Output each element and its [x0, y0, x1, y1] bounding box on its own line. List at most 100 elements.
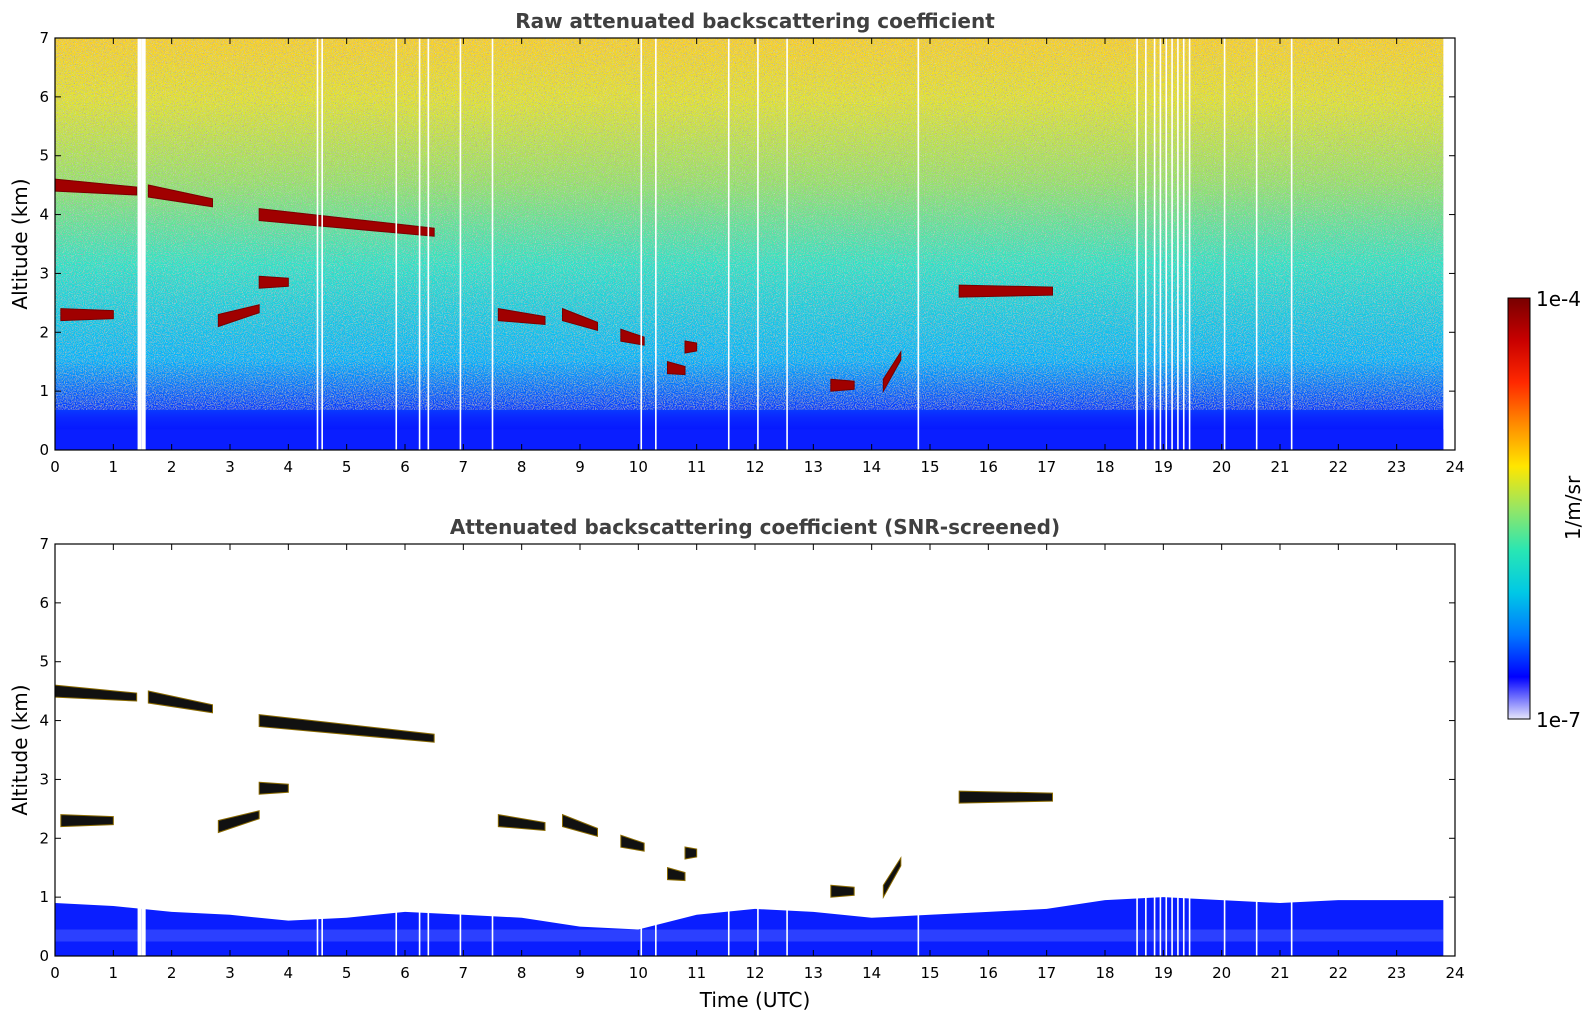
- x-tick-label: 23: [1387, 458, 1406, 476]
- screened-cloud-layer: [258, 714, 435, 743]
- x-tick-label: 18: [1095, 964, 1114, 982]
- x-tick-label: 4: [284, 964, 294, 982]
- x-tick-label: 13: [804, 458, 823, 476]
- x-tick-label: 12: [745, 458, 764, 476]
- x-tick-label: 24: [1445, 458, 1464, 476]
- data-gap-column: [427, 38, 430, 450]
- raw-backscatter-panel: Raw attenuated backscattering coefficien…: [8, 9, 1465, 476]
- data-gap-column: [727, 38, 730, 450]
- x-tick-label: 0: [50, 458, 60, 476]
- x-tick-label: 5: [342, 458, 352, 476]
- data-gap-column: [427, 891, 430, 956]
- data-gap-column: [1290, 891, 1293, 956]
- x-tick-label: 22: [1329, 964, 1348, 982]
- bottom-y-ticks: 0 1 2 3 4 5 6 7: [39, 535, 1455, 965]
- y-tick-label: 4: [39, 712, 49, 730]
- data-gap-column: [137, 891, 142, 956]
- x-tick-label: 7: [459, 964, 469, 982]
- data-gap-column: [1255, 38, 1258, 450]
- data-gap-column: [1159, 38, 1162, 450]
- y-tick-label: 5: [39, 653, 49, 671]
- data-gap-column: [491, 891, 494, 956]
- y-tick-label: 3: [39, 264, 49, 282]
- x-tick-label: 0: [50, 964, 60, 982]
- y-tick-label: 7: [39, 535, 49, 553]
- data-gap-column: [491, 38, 494, 450]
- x-tick-label: 21: [1270, 964, 1289, 982]
- data-gap-column: [321, 38, 323, 450]
- data-gap-column: [757, 891, 759, 956]
- data-gap-column: [1177, 891, 1179, 956]
- colorbar-unit-label: 1/m/sr: [1561, 475, 1585, 540]
- x-tick-label: 6: [400, 458, 410, 476]
- x-tick-label: 16: [979, 458, 998, 476]
- x-tick-label: 19: [1154, 458, 1173, 476]
- cloud-layer: [667, 360, 686, 376]
- cloud-layer: [55, 178, 138, 196]
- cloud-layer: [684, 340, 698, 354]
- data-gap-column: [1171, 38, 1173, 450]
- data-gap-column: [395, 38, 398, 450]
- data-gap-column: [1255, 891, 1258, 956]
- boundary-layer-shading: [55, 929, 1444, 942]
- x-tick-label: 5: [342, 964, 352, 982]
- x-tick-label: 22: [1329, 458, 1348, 476]
- x-axis-label: Time (UTC): [699, 988, 811, 1012]
- y-tick-label: 5: [39, 147, 49, 165]
- cloud-layer: [562, 307, 598, 332]
- boundary-layer-area: [55, 897, 1444, 956]
- top-panel-title: Raw attenuated backscattering coefficien…: [515, 9, 995, 33]
- cloud-layer: [147, 184, 213, 208]
- data-gap-column: [1177, 38, 1179, 450]
- y-tick-label: 1: [39, 382, 49, 400]
- data-gap-column: [1223, 891, 1226, 956]
- x-tick-label: 3: [225, 458, 235, 476]
- data-gap-column: [640, 891, 643, 956]
- colorbar-gradient: [1507, 297, 1531, 720]
- cloud-layer: [217, 304, 260, 328]
- top-x-ticks: 0 1 2 3 4 5 6 7 8 9 10 11 12 13 14 15 16 17 18 19 20 21 22 23 24: [50, 38, 1465, 476]
- screened-cloud-layer: [217, 810, 260, 834]
- data-gap-column: [395, 891, 398, 956]
- surface-band: [55, 429, 1444, 450]
- data-gap-column: [1188, 891, 1191, 956]
- bottom-y-axis-label: Altitude (km): [8, 684, 32, 815]
- y-tick-label: 6: [39, 594, 49, 612]
- data-gap-column: [1153, 38, 1156, 450]
- data-gap-column: [1136, 891, 1138, 956]
- screened-cloud-layer: [60, 814, 114, 828]
- cloud-layer: [882, 350, 902, 394]
- y-tick-label: 1: [39, 888, 49, 906]
- colorbar-min-label: 1e-7: [1536, 708, 1581, 732]
- data-gap-column: [321, 891, 323, 956]
- top-heatmap: [55, 38, 1444, 450]
- data-gap-column: [917, 891, 920, 956]
- x-tick-label: 10: [629, 458, 648, 476]
- screened-cloud-layer: [667, 866, 686, 882]
- cloud-layer: [620, 328, 645, 346]
- data-gap-column: [1145, 38, 1147, 450]
- data-gap-column: [1182, 891, 1185, 956]
- cloud-layer: [830, 378, 855, 392]
- x-tick-label: 2: [167, 964, 177, 982]
- y-tick-label: 3: [39, 770, 49, 788]
- x-tick-label: 20: [1212, 964, 1231, 982]
- cloud-layer: [258, 208, 435, 237]
- x-tick-label: 2: [167, 458, 177, 476]
- data-gap-column: [1182, 38, 1185, 450]
- data-gap-column: [1171, 891, 1173, 956]
- noise-speckle: [55, 38, 1444, 410]
- x-tick-label: 9: [575, 458, 585, 476]
- data-gap-column: [786, 891, 788, 956]
- data-gap-column: [1290, 38, 1293, 450]
- snr-screened-panel: Attenuated backscattering coefficient (S…: [8, 515, 1465, 1012]
- x-tick-label: 16: [979, 964, 998, 982]
- x-tick-label: 23: [1387, 964, 1406, 982]
- data-gap-column: [1153, 891, 1156, 956]
- data-gap-column: [459, 38, 462, 450]
- data-gap-column: [137, 38, 142, 450]
- data-gap-column: [1145, 891, 1147, 956]
- data-gap-column: [1188, 38, 1191, 450]
- data-gap-column: [1223, 38, 1226, 450]
